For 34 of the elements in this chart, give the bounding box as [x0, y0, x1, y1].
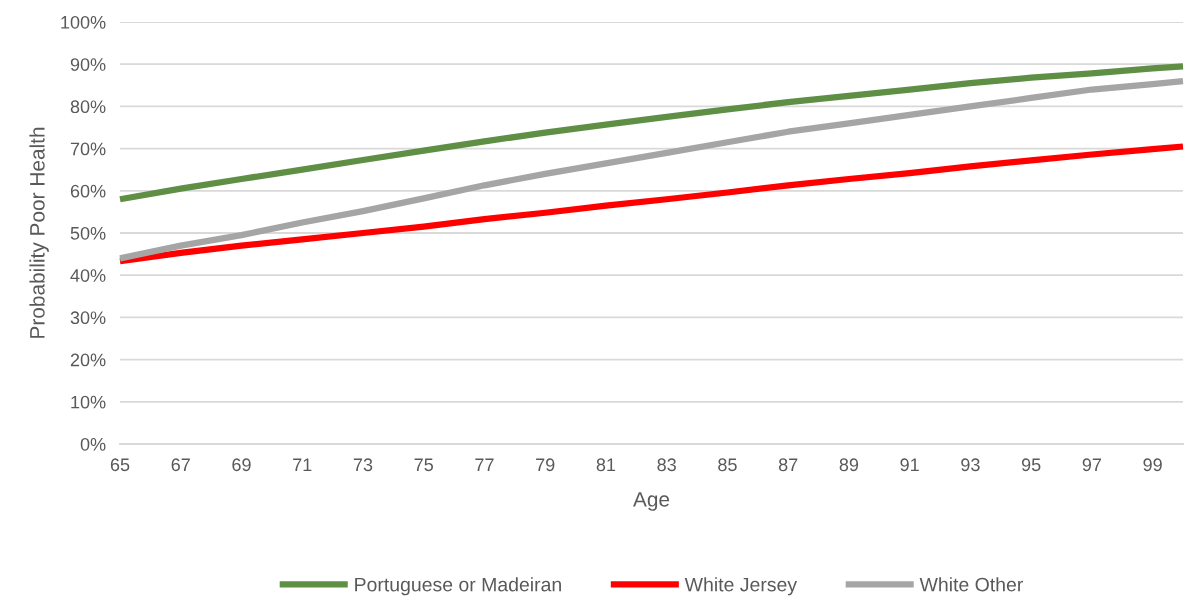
- legend-label: White Other: [919, 577, 1023, 592]
- y-tick-label: 90%: [70, 58, 106, 71]
- x-tick-label: 69: [232, 458, 251, 472]
- y-tick-label: 50%: [70, 226, 106, 240]
- x-tick-label: 97: [1082, 458, 1102, 472]
- y-axis-title: Probability Poor Health: [29, 127, 49, 338]
- x-tick-label: 85: [718, 458, 737, 472]
- x-tick-label: 75: [414, 458, 433, 472]
- x-tick-label: 89: [839, 458, 859, 472]
- y-tick-label: 40%: [70, 269, 106, 282]
- x-tick-label: 95: [1021, 458, 1041, 472]
- y-tick-label: 10%: [71, 395, 106, 409]
- x-tick-label: 93: [961, 458, 980, 472]
- y-tick-label: 0%: [80, 437, 106, 451]
- x-tick-label: 81: [596, 458, 616, 472]
- x-tick-label: 99: [1143, 458, 1162, 472]
- x-tick-label: 79: [536, 458, 555, 472]
- legend-label: Portuguese or Madeiran: [355, 577, 561, 596]
- x-tick-label: 65: [110, 458, 130, 472]
- x-tick-label: 71: [293, 458, 312, 471]
- legend-label: White Jersey: [684, 577, 798, 596]
- y-tick-label: 30%: [70, 311, 106, 325]
- y-tick-label: 20%: [70, 353, 106, 367]
- y-tick-label: 100%: [61, 15, 106, 29]
- y-tick-label: 80%: [70, 100, 106, 114]
- x-tick-label: 73: [353, 458, 373, 472]
- x-tick-label: 77: [475, 458, 494, 471]
- x-tick-label: 83: [657, 458, 676, 472]
- x-tick-label: 91: [900, 458, 919, 472]
- y-tick-label: 70%: [70, 142, 106, 156]
- x-axis-title: Age: [633, 492, 670, 511]
- x-tick-label: 87: [778, 458, 798, 472]
- x-tick-label: 67: [171, 458, 190, 472]
- y-tick-label: 60%: [70, 184, 106, 198]
